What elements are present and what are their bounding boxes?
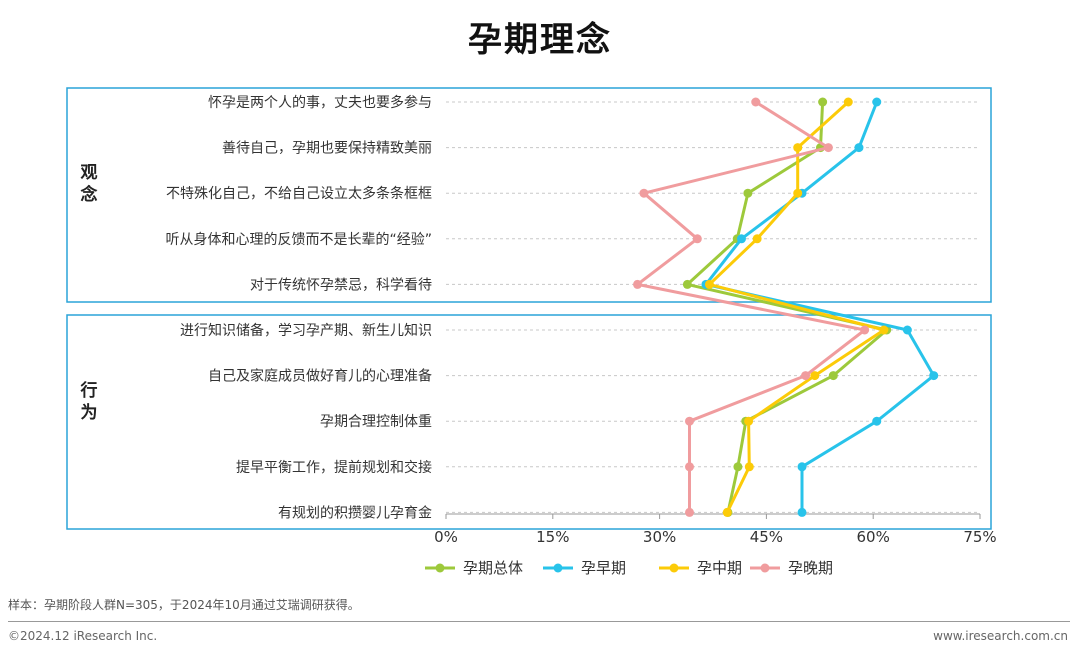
data-point xyxy=(752,234,762,244)
data-point xyxy=(639,188,649,198)
x-tick-label: 0% xyxy=(434,528,458,546)
x-tick-label: 60% xyxy=(857,528,890,546)
data-point xyxy=(704,279,714,289)
data-point xyxy=(793,143,803,153)
data-point xyxy=(744,462,754,472)
data-point xyxy=(872,416,882,426)
data-point xyxy=(793,188,803,198)
data-point xyxy=(736,234,746,244)
data-point xyxy=(722,507,732,517)
data-point xyxy=(733,462,743,472)
legend-label: 孕晚期 xyxy=(788,559,833,577)
data-point xyxy=(872,97,882,107)
series-line-3 xyxy=(636,100,867,513)
legend-marker xyxy=(669,563,679,573)
group-label-char: 为 xyxy=(81,402,98,423)
data-point xyxy=(860,325,870,335)
page-title: 孕期理念 xyxy=(468,20,612,60)
data-point xyxy=(879,325,889,335)
series-line-1 xyxy=(704,101,936,513)
data-point xyxy=(823,143,833,153)
data-point xyxy=(843,97,853,107)
data-point xyxy=(685,462,695,472)
data-point xyxy=(929,371,939,381)
category-label: 听从身体和心理的反馈而不是长辈的“经验” xyxy=(165,232,432,248)
x-tick-label: 75% xyxy=(963,528,996,546)
group-box-1 xyxy=(66,314,992,530)
x-tick-label: 15% xyxy=(536,528,569,546)
legend-marker xyxy=(760,563,770,573)
category-label: 进行知识储备，学习孕产期、新生儿知识 xyxy=(180,322,432,339)
data-point xyxy=(744,416,754,426)
data-point xyxy=(797,462,807,472)
data-point xyxy=(801,371,811,381)
group-box-0 xyxy=(66,87,992,303)
group-label-char: 行 xyxy=(80,380,98,401)
x-tick-label: 45% xyxy=(750,528,783,546)
data-point xyxy=(685,416,695,426)
category-label: 怀孕是两个人的事，丈夫也要多参与 xyxy=(208,94,432,111)
data-point xyxy=(810,371,820,381)
category-label: 善待自己，孕期也要保持精致美丽 xyxy=(222,141,432,157)
website-link[interactable]: www.iresearch.com.cn xyxy=(933,629,1068,643)
data-point xyxy=(818,97,828,107)
data-point xyxy=(828,371,838,381)
data-point xyxy=(682,279,692,289)
data-point xyxy=(854,143,864,153)
footer-divider xyxy=(8,621,1070,622)
category-label: 有规划的积攒婴儿孕育金 xyxy=(278,505,432,521)
legend-marker xyxy=(553,563,563,573)
legend-label: 孕早期 xyxy=(581,559,626,577)
group-label-char: 观 xyxy=(80,163,98,183)
data-point xyxy=(743,188,753,198)
data-point xyxy=(685,507,695,517)
legend-label: 孕中期 xyxy=(697,559,742,577)
data-point xyxy=(902,325,912,335)
data-point xyxy=(751,97,761,107)
legend-label: 孕期总体 xyxy=(463,559,523,577)
series-line-2 xyxy=(707,100,886,514)
data-point xyxy=(692,234,702,244)
category-label: 对于传统怀孕禁忌，科学看待 xyxy=(250,277,432,293)
category-label: 提早平衡工作，提前规划和交接 xyxy=(236,459,432,476)
data-point xyxy=(797,507,807,517)
data-point xyxy=(633,279,643,289)
group-label-char: 念 xyxy=(81,184,98,205)
category-label: 孕期合理控制体重 xyxy=(320,414,432,430)
legend-marker xyxy=(435,563,445,573)
x-tick-label: 30% xyxy=(643,528,676,546)
copyright-text: ©2024.12 iResearch Inc. xyxy=(8,629,158,643)
series-line-0 xyxy=(685,101,889,513)
category-label: 不特殊化自己，不给自己设立太多条条框框 xyxy=(166,185,432,202)
sample-note: 样本：孕期阶段人群N=305，于2024年10月通过艾瑞调研获得。 xyxy=(8,598,360,612)
category-label: 自己及家庭成员做好育儿的心理准备 xyxy=(208,368,432,385)
